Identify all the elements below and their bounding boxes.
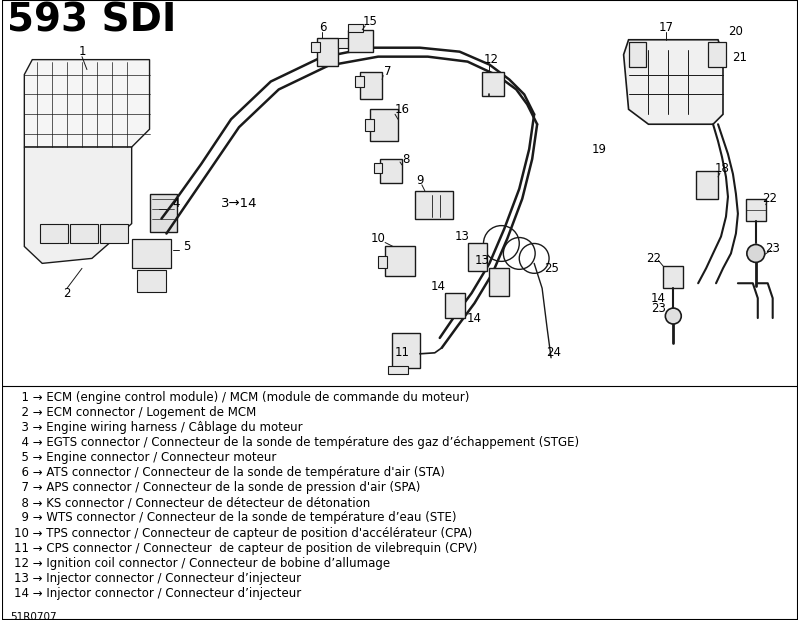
Bar <box>385 246 415 276</box>
Bar <box>415 191 453 218</box>
Text: 4 → EGTS connector / Connecteur de la sonde de température des gaz d’échappement: 4 → EGTS connector / Connecteur de la so… <box>14 436 579 449</box>
Text: 23: 23 <box>766 242 780 255</box>
Text: 1: 1 <box>78 45 86 58</box>
Text: 9: 9 <box>416 174 424 187</box>
Bar <box>137 270 166 292</box>
Text: 8: 8 <box>402 152 410 165</box>
Bar <box>708 42 726 67</box>
Text: 22: 22 <box>762 192 778 205</box>
Text: 9 → WTS connector / Connecteur de la sonde de température d’eau (STE): 9 → WTS connector / Connecteur de la son… <box>14 512 457 524</box>
Text: 21: 21 <box>732 51 747 64</box>
Bar <box>310 42 321 52</box>
Text: 1 → ECM (engine control module) / MCM (module de commande du moteur): 1 → ECM (engine control module) / MCM (m… <box>14 391 470 404</box>
Bar <box>380 159 402 183</box>
Bar <box>348 30 373 52</box>
Bar <box>100 223 128 243</box>
Text: 6 → ATS connector / Connecteur de la sonde de température d'air (STA): 6 → ATS connector / Connecteur de la son… <box>14 466 446 479</box>
Bar <box>663 266 683 288</box>
Text: 23: 23 <box>651 301 666 314</box>
Text: 18: 18 <box>714 162 730 175</box>
Text: 2 → ECM connector / Logement de MCM: 2 → ECM connector / Logement de MCM <box>14 406 257 419</box>
Text: 3→14: 3→14 <box>221 197 258 210</box>
Text: 593 SDI: 593 SDI <box>7 2 177 40</box>
Bar <box>40 223 68 243</box>
Text: 14: 14 <box>430 280 446 293</box>
Bar <box>70 223 98 243</box>
Text: 4: 4 <box>173 197 180 210</box>
Text: 25: 25 <box>544 262 558 275</box>
Text: 13 → Injector connector / Connecteur d’injecteur: 13 → Injector connector / Connecteur d’i… <box>14 572 302 585</box>
Bar <box>629 42 646 67</box>
Text: 13: 13 <box>475 254 490 267</box>
Bar <box>490 268 510 296</box>
Text: 19: 19 <box>591 142 606 155</box>
Text: 14: 14 <box>651 291 666 305</box>
Bar <box>378 256 387 268</box>
Bar <box>482 72 504 96</box>
Circle shape <box>666 308 682 324</box>
Bar <box>388 366 408 374</box>
Text: 51R0707: 51R0707 <box>10 612 57 622</box>
Text: 14: 14 <box>467 311 482 324</box>
Text: 5 → Engine connector / Connecteur moteur: 5 → Engine connector / Connecteur moteur <box>14 451 277 464</box>
Bar <box>355 76 364 87</box>
Text: 11: 11 <box>394 346 410 359</box>
Text: 12: 12 <box>484 53 499 66</box>
Text: 11 → CPS connector / Connecteur  de capteur de position de vilebrequin (CPV): 11 → CPS connector / Connecteur de capte… <box>14 542 478 555</box>
Bar <box>132 238 171 268</box>
Text: 12 → Ignition coil connector / Connecteur de bobine d’allumage: 12 → Ignition coil connector / Connecteu… <box>14 557 390 570</box>
Text: 8 → KS connector / Connecteur de détecteur de détonation: 8 → KS connector / Connecteur de détecte… <box>14 496 370 509</box>
Text: 10: 10 <box>370 232 386 245</box>
Bar <box>348 24 363 32</box>
Bar <box>392 333 420 368</box>
Bar <box>338 38 350 47</box>
Text: 17: 17 <box>659 21 674 34</box>
Text: 2: 2 <box>63 286 71 300</box>
Bar <box>366 119 374 131</box>
Text: 22: 22 <box>646 252 661 265</box>
Bar <box>317 38 338 66</box>
Text: 10 → TPS connector / Connecteur de capteur de position d'accélérateur (CPA): 10 → TPS connector / Connecteur de capte… <box>14 527 473 540</box>
Text: 3 → Engine wiring harness / Câblage du moteur: 3 → Engine wiring harness / Câblage du m… <box>14 421 303 434</box>
Bar <box>467 243 487 271</box>
Text: 20: 20 <box>729 26 743 38</box>
Text: 15: 15 <box>362 16 378 28</box>
Text: 14 → Injector connector / Connecteur d’injecteur: 14 → Injector connector / Connecteur d’i… <box>14 587 302 600</box>
Bar <box>150 194 178 232</box>
Bar <box>370 109 398 141</box>
Text: 16: 16 <box>394 103 410 116</box>
Text: 24: 24 <box>546 346 562 359</box>
Text: 6: 6 <box>318 21 326 34</box>
Circle shape <box>747 245 765 262</box>
Bar <box>360 72 382 99</box>
Polygon shape <box>624 40 723 124</box>
Polygon shape <box>24 60 150 147</box>
Bar <box>746 199 766 221</box>
Text: 7: 7 <box>384 65 392 78</box>
Text: 7 → APS connector / Connecteur de la sonde de pression d'air (SPA): 7 → APS connector / Connecteur de la son… <box>14 481 421 494</box>
Bar <box>445 293 465 318</box>
Text: 13: 13 <box>454 230 469 243</box>
Bar <box>374 163 382 173</box>
Polygon shape <box>24 147 132 263</box>
Bar <box>696 171 718 199</box>
Text: 5: 5 <box>182 240 190 253</box>
